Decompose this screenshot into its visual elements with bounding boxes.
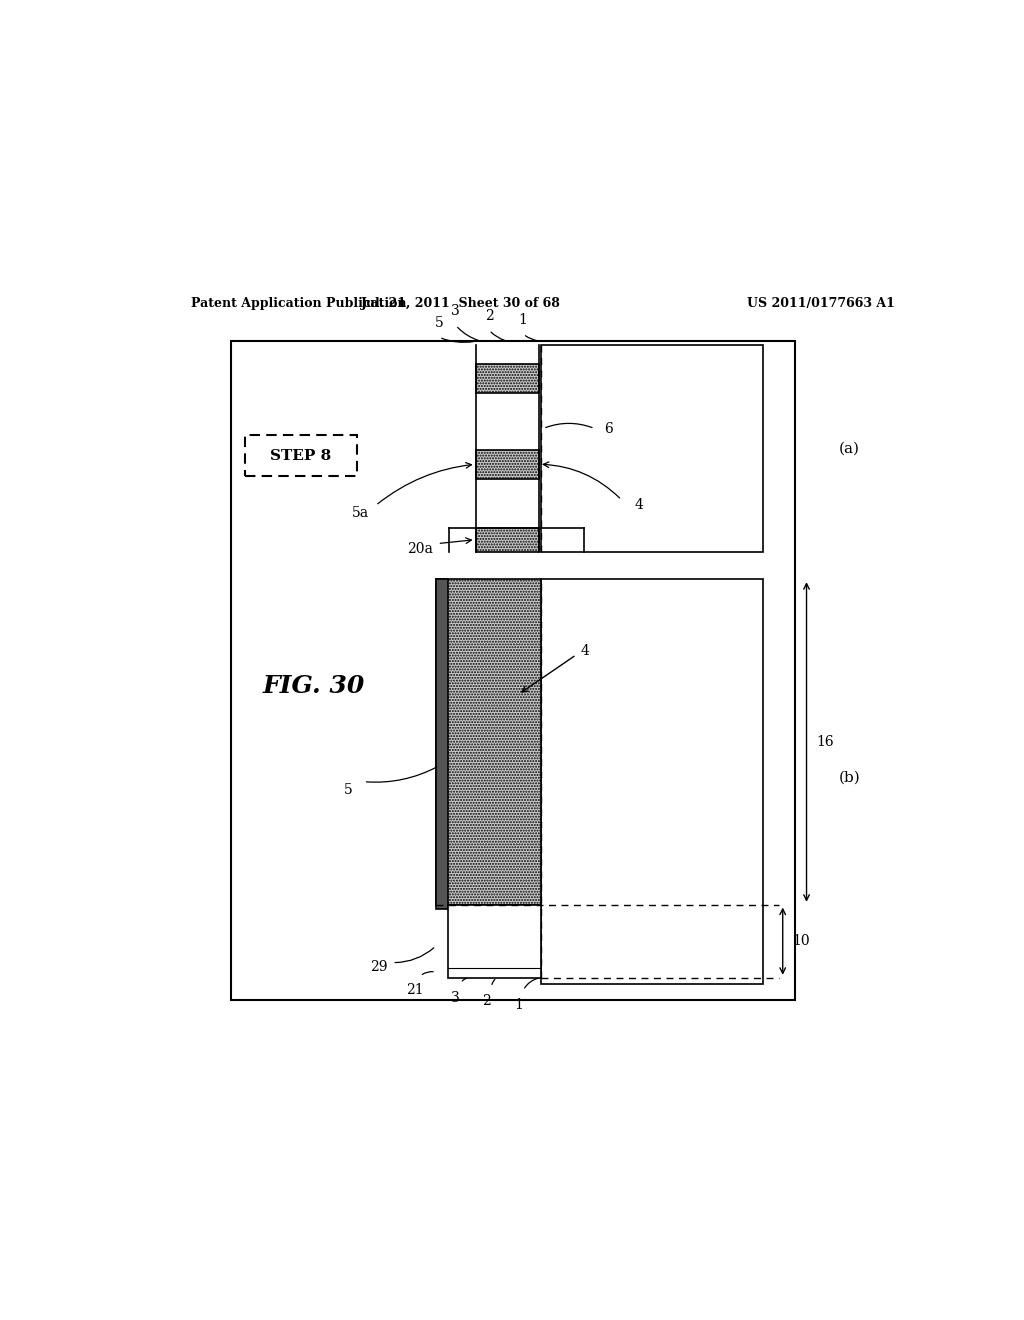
- Text: 3: 3: [452, 304, 460, 318]
- Text: (b): (b): [839, 771, 860, 784]
- Bar: [436, 579, 541, 904]
- Bar: [447, 904, 541, 978]
- Text: 6: 6: [604, 421, 613, 436]
- Bar: [436, 579, 447, 908]
- Bar: [475, 364, 539, 393]
- Text: 5: 5: [435, 315, 443, 330]
- Text: Jul. 21, 2011  Sheet 30 of 68: Jul. 21, 2011 Sheet 30 of 68: [361, 297, 561, 310]
- Text: 21: 21: [407, 983, 424, 998]
- Text: FIG. 30: FIG. 30: [263, 675, 366, 698]
- Bar: [475, 450, 539, 479]
- Text: US 2011/0177663 A1: US 2011/0177663 A1: [748, 297, 895, 310]
- Text: 20a: 20a: [408, 543, 433, 556]
- Text: 1: 1: [519, 313, 527, 327]
- Bar: [541, 579, 763, 983]
- Bar: [246, 434, 356, 477]
- Bar: [231, 342, 795, 1001]
- Bar: [475, 528, 539, 552]
- Text: 5: 5: [344, 783, 352, 796]
- Text: (a): (a): [839, 441, 859, 455]
- Text: 10: 10: [793, 935, 810, 948]
- Text: 3: 3: [452, 990, 460, 1005]
- Text: 5a: 5a: [352, 506, 369, 520]
- Text: 4: 4: [581, 644, 589, 657]
- Text: 29: 29: [370, 960, 387, 974]
- Text: 4: 4: [634, 498, 643, 512]
- Text: 2: 2: [484, 309, 494, 323]
- Text: Patent Application Publication: Patent Application Publication: [191, 297, 407, 310]
- Text: 1: 1: [514, 998, 523, 1011]
- Text: 16: 16: [816, 735, 834, 748]
- Text: STEP 8: STEP 8: [270, 449, 332, 462]
- Text: 2: 2: [482, 994, 492, 1008]
- Bar: [541, 346, 763, 552]
